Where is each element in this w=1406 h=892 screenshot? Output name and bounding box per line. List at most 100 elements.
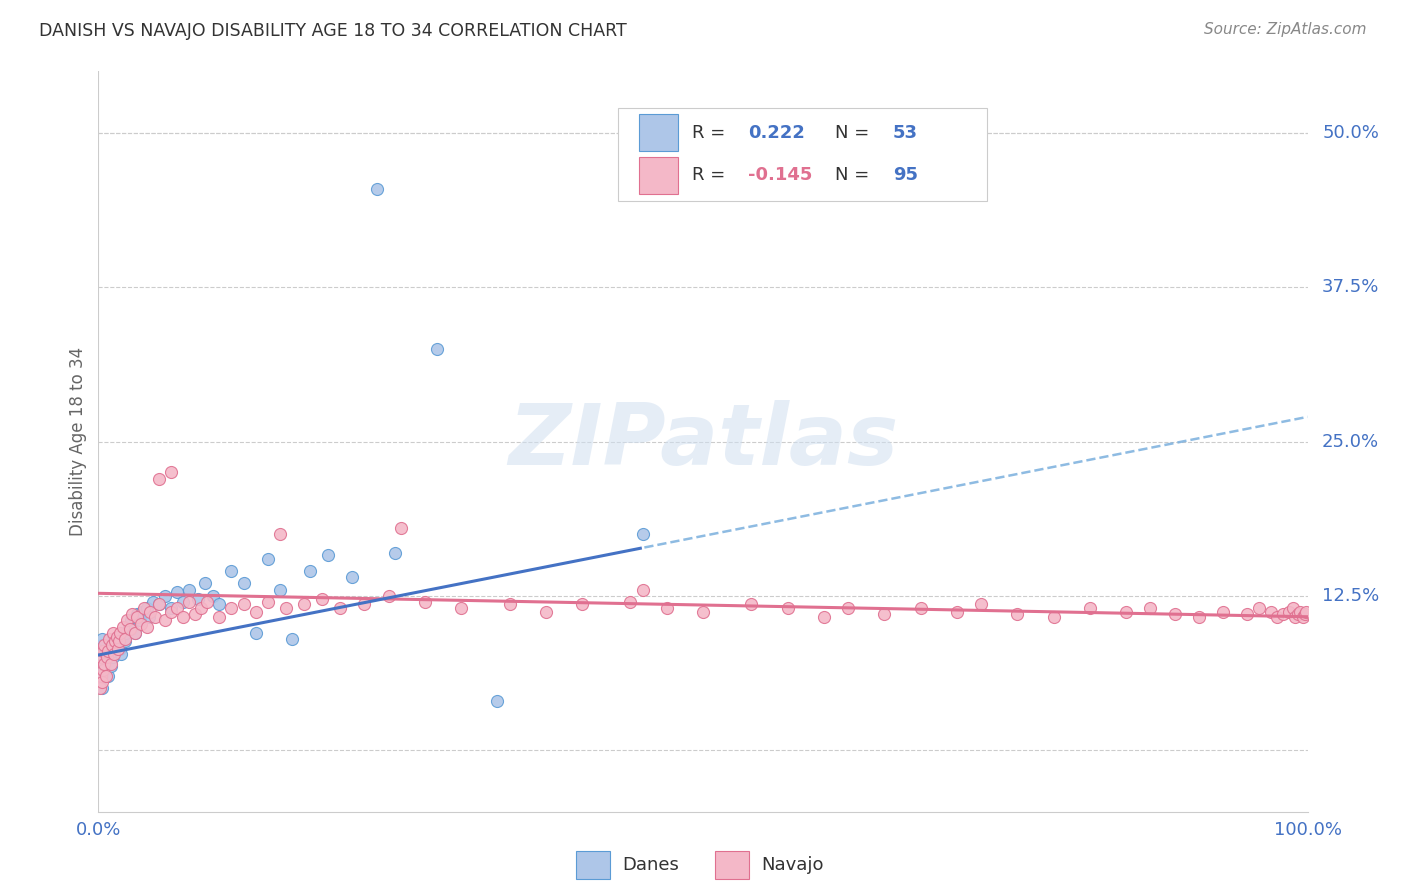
Point	[148, 598, 170, 612]
Point	[1139, 601, 1161, 615]
Point	[776, 601, 799, 615]
Point	[166, 601, 188, 615]
Point	[131, 605, 153, 619]
Point	[740, 598, 762, 612]
Point	[1212, 605, 1234, 619]
FancyBboxPatch shape	[638, 114, 678, 152]
FancyBboxPatch shape	[576, 851, 610, 880]
Point	[118, 622, 141, 636]
Text: R =: R =	[692, 124, 731, 142]
Point	[89, 681, 111, 696]
Point	[1286, 607, 1309, 622]
Point	[655, 601, 678, 615]
Point	[1295, 605, 1317, 619]
Point	[269, 527, 291, 541]
Text: 12.5%: 12.5%	[1322, 587, 1379, 605]
Point	[124, 625, 146, 640]
Point	[91, 681, 114, 696]
Point	[91, 632, 114, 646]
Point	[292, 598, 315, 612]
Point	[91, 669, 114, 683]
Text: 50.0%: 50.0%	[1322, 124, 1379, 142]
Point	[195, 595, 218, 609]
Point	[97, 669, 120, 683]
Point	[534, 605, 557, 619]
Point	[179, 595, 201, 609]
Point	[172, 609, 194, 624]
FancyBboxPatch shape	[619, 109, 987, 201]
Point	[571, 598, 593, 612]
Point	[160, 466, 183, 480]
Point	[232, 576, 254, 591]
Point	[110, 647, 132, 661]
Point	[100, 659, 122, 673]
Text: N =: N =	[835, 124, 875, 142]
Point	[104, 634, 127, 648]
Text: R =: R =	[692, 166, 731, 184]
Text: ZIPatlas: ZIPatlas	[508, 400, 898, 483]
Text: DANISH VS NAVAJO DISABILITY AGE 18 TO 34 CORRELATION CHART: DANISH VS NAVAJO DISABILITY AGE 18 TO 34…	[39, 22, 627, 40]
Point	[90, 669, 112, 683]
Point	[377, 589, 399, 603]
Point	[269, 582, 291, 597]
Point	[1267, 609, 1289, 624]
Point	[631, 527, 654, 541]
Point	[1188, 609, 1211, 624]
Point	[148, 472, 170, 486]
Point	[93, 638, 115, 652]
Point	[311, 592, 333, 607]
Point	[153, 589, 176, 603]
Point	[1042, 609, 1064, 624]
Point	[316, 548, 339, 562]
Point	[166, 585, 188, 599]
Point	[115, 625, 138, 640]
Point	[1249, 601, 1271, 615]
Point	[837, 601, 859, 615]
Point	[101, 625, 124, 640]
Point	[1272, 607, 1295, 622]
Point	[172, 595, 194, 609]
Point	[366, 181, 388, 195]
Point	[970, 598, 993, 612]
Text: 25.0%: 25.0%	[1322, 433, 1379, 450]
Point	[256, 551, 278, 566]
Point	[1284, 609, 1306, 624]
Point	[121, 622, 143, 636]
Point	[274, 601, 297, 615]
Point	[108, 634, 131, 648]
Point	[91, 675, 114, 690]
Point	[100, 638, 122, 652]
Point	[245, 625, 267, 640]
Point	[107, 632, 129, 646]
Point	[160, 601, 183, 615]
Point	[910, 601, 932, 615]
Point	[1007, 607, 1029, 622]
Point	[179, 582, 201, 597]
Point	[100, 657, 122, 671]
FancyBboxPatch shape	[716, 851, 749, 880]
Point	[256, 595, 278, 609]
Text: Navajo: Navajo	[761, 856, 824, 874]
Point	[1292, 609, 1315, 624]
Point	[138, 609, 160, 624]
Point	[108, 625, 131, 640]
Point	[111, 620, 134, 634]
Point	[120, 614, 142, 628]
Point	[107, 641, 129, 656]
Point	[1163, 607, 1185, 622]
Point	[90, 650, 112, 665]
Point	[127, 607, 149, 622]
Point	[111, 630, 134, 644]
Point	[1078, 601, 1101, 615]
Point	[946, 605, 969, 619]
Point	[135, 601, 157, 615]
Point	[91, 663, 114, 677]
Point	[692, 605, 714, 619]
Point	[1115, 605, 1137, 619]
Point	[221, 601, 243, 615]
Text: 37.5%: 37.5%	[1322, 278, 1379, 296]
Point	[117, 614, 139, 628]
Point	[134, 601, 156, 615]
Point	[135, 620, 157, 634]
Point	[160, 605, 183, 619]
